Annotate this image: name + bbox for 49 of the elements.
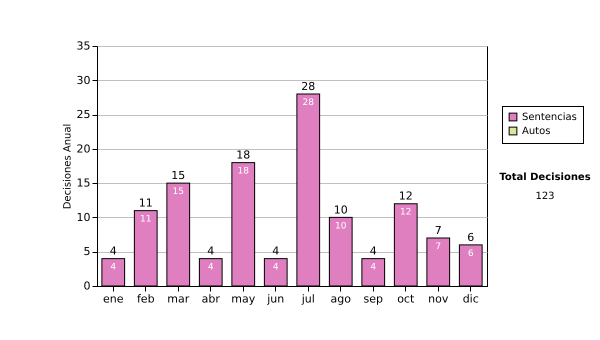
y-tick-label: 25 bbox=[76, 108, 90, 122]
total-label: 6 bbox=[467, 230, 474, 244]
data-label: 11 bbox=[140, 214, 152, 225]
data-label: 10 bbox=[335, 221, 347, 232]
y-axis-title: Decisiones Anual bbox=[62, 124, 74, 210]
total-label: 4 bbox=[207, 244, 214, 258]
total-label: 28 bbox=[301, 80, 316, 93]
y-tick-label: 35 bbox=[76, 40, 90, 52]
data-label: 4 bbox=[110, 262, 116, 273]
total-label: 4 bbox=[370, 244, 377, 258]
data-label: 4 bbox=[272, 262, 279, 273]
x-tick-label: feb bbox=[136, 292, 155, 306]
x-tick-label: sep bbox=[364, 292, 384, 306]
total-label: 4 bbox=[110, 244, 117, 258]
y-tick-label: 20 bbox=[76, 142, 90, 156]
data-label: 6 bbox=[468, 248, 474, 259]
x-tick-label: ago bbox=[330, 292, 352, 306]
x-tick-label: may bbox=[231, 292, 256, 306]
data-label: 12 bbox=[400, 208, 412, 218]
y-tick-label: 0 bbox=[84, 280, 90, 292]
text: 123 bbox=[534, 191, 556, 202]
x-tick-label: dic bbox=[462, 292, 479, 306]
data-label: 7 bbox=[435, 242, 442, 252]
data-label: 28 bbox=[302, 98, 314, 108]
data-label: 15 bbox=[172, 187, 184, 198]
total-label: 7 bbox=[434, 224, 442, 237]
total-label: 18 bbox=[236, 148, 250, 162]
legend-label: Autos bbox=[522, 126, 550, 137]
x-tick-label: abr bbox=[202, 292, 220, 306]
x-tick-label: ene bbox=[102, 292, 124, 306]
y-tick-label: 15 bbox=[76, 176, 90, 190]
data-label: 18 bbox=[238, 166, 250, 177]
x-tick-label: jul bbox=[300, 292, 315, 306]
x-tick-label: nov bbox=[428, 292, 449, 306]
data-label: 4 bbox=[208, 262, 214, 273]
x-tick-label: jun bbox=[266, 292, 284, 306]
data-label: 4 bbox=[370, 262, 376, 273]
x-tick-label: mar bbox=[167, 292, 190, 306]
y-tick-label: 5 bbox=[84, 245, 90, 258]
total-label: 4 bbox=[272, 244, 280, 258]
legend-label: Sentencias bbox=[522, 112, 577, 123]
total-label: 15 bbox=[171, 169, 186, 182]
total-label: 12 bbox=[398, 190, 413, 203]
text: Total Decisiones bbox=[498, 172, 592, 183]
total-label: 11 bbox=[138, 196, 153, 210]
y-tick-label: 10 bbox=[76, 210, 90, 224]
y-tick-label: 30 bbox=[76, 74, 90, 87]
total-label: 10 bbox=[334, 203, 348, 216]
x-tick-label: oct bbox=[397, 292, 415, 306]
